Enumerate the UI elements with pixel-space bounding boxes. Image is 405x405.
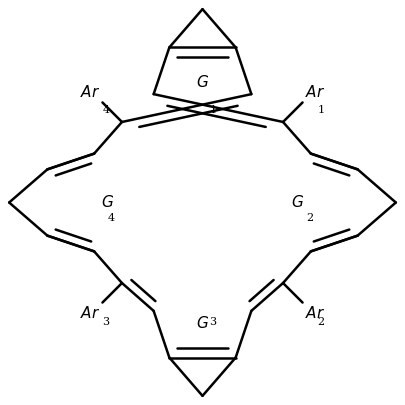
Text: $G$: $G$	[100, 194, 113, 211]
Text: 4: 4	[108, 213, 115, 223]
Text: $Ar$: $Ar$	[80, 305, 100, 321]
Text: $G$: $G$	[196, 74, 209, 90]
Text: 3: 3	[102, 318, 110, 327]
Text: 2: 2	[307, 213, 314, 223]
Text: 1: 1	[209, 105, 216, 115]
Text: $Ar$: $Ar$	[80, 84, 100, 100]
Text: $Ar$: $Ar$	[305, 84, 325, 100]
Text: 4: 4	[102, 105, 110, 115]
Text: 3: 3	[209, 317, 216, 327]
Text: $G$: $G$	[292, 194, 305, 211]
Text: $G$: $G$	[196, 315, 209, 331]
Text: $Ar$: $Ar$	[305, 305, 325, 321]
Text: 1: 1	[318, 105, 324, 115]
Text: 2: 2	[318, 318, 324, 327]
